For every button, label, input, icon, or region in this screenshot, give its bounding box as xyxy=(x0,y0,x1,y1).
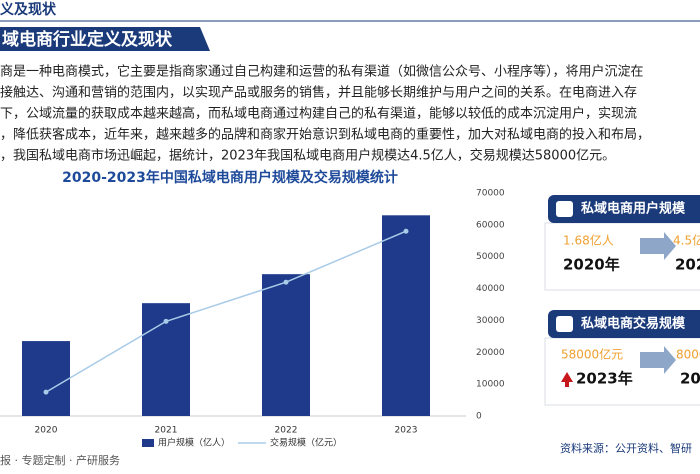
card-year: 2020年 xyxy=(563,256,620,274)
paragraph-line: 接触达、沟通和营销的范围内，以实现产品或服务的销售，并且能够长期维护与用户之间的… xyxy=(0,85,637,101)
banner xyxy=(0,27,210,51)
line-point xyxy=(163,318,169,324)
card-value: 4.5亿 xyxy=(673,233,700,248)
card-year: 202 xyxy=(675,256,700,274)
bar xyxy=(22,341,70,416)
y2-tick-label: 50000 xyxy=(476,252,505,262)
y2-tick-label: 40000 xyxy=(476,284,505,294)
line-point xyxy=(43,389,49,395)
paragraph-line: ，我国私域电商市场迅崛起，据统计，2023年我国私域电商用户规模达4.5亿人，交… xyxy=(0,148,615,164)
banner-title: 域电商行业定义及现状 xyxy=(2,29,173,50)
arrow xyxy=(640,346,676,374)
legend-swatch xyxy=(142,439,154,447)
card-value: 1.68亿人 xyxy=(563,233,614,248)
card xyxy=(544,222,700,291)
x-tick-label: 2022 xyxy=(275,426,298,436)
paragraph-line: 下，公域流量的获取成本越来越高，而私域电商通过构建自己的私有渠道，能够以较低的成… xyxy=(0,106,637,122)
up-arrow xyxy=(561,372,573,387)
bar xyxy=(262,274,310,416)
y2-tick-label: 70000 xyxy=(476,189,505,199)
card-icon xyxy=(556,316,573,332)
line xyxy=(45,230,407,393)
card-title: 私域电商交易规模 xyxy=(581,316,686,332)
card-header xyxy=(548,195,700,223)
y2-tick-label: 20000 xyxy=(476,348,505,358)
card-icon xyxy=(556,201,573,217)
line-point xyxy=(403,228,409,234)
arrow xyxy=(640,232,676,260)
y2-tick-label: 30000 xyxy=(476,316,505,326)
line-point xyxy=(283,279,289,285)
legend-label: 交易规模（亿元） xyxy=(270,437,342,449)
card-title: 私域电商用户规模 xyxy=(581,201,686,217)
paragraph-line: ，降低获客成本，近年来，越来越多的品牌和商家开始意识到私域电商的重要性，加大对私… xyxy=(0,127,650,143)
y2-tick-label: 60000 xyxy=(476,220,505,230)
card-value: 8000 xyxy=(676,348,700,362)
y2-tick-label: 10000 xyxy=(476,380,505,390)
x-tick-label: 2021 xyxy=(155,426,178,436)
card-year: 20 xyxy=(680,370,700,388)
card-header xyxy=(548,310,700,338)
chart-title: 2020-2023年中国私域电商用户规模及交易规模统计 xyxy=(62,169,398,186)
footer-left: 报 · 专题定制 · 产研服务 xyxy=(0,453,120,467)
legend-label: 用户规模（亿人） xyxy=(158,437,230,449)
section-title: 义及现状 xyxy=(0,1,57,18)
paragraph-line: 商是一种电商模式，它主要是指商家通过自己构建和运营的私有渠道（如微信公众号、小程… xyxy=(0,64,644,80)
y2-tick-label: 0 xyxy=(476,412,482,422)
bar xyxy=(382,215,430,416)
card-value: 58000亿元 xyxy=(561,347,623,362)
x-tick-label: 2020 xyxy=(35,426,58,436)
source: 资料来源：公开资料、智研 xyxy=(560,441,692,455)
card-year: 2023年 xyxy=(576,370,633,388)
x-tick-label: 2023 xyxy=(395,426,418,436)
